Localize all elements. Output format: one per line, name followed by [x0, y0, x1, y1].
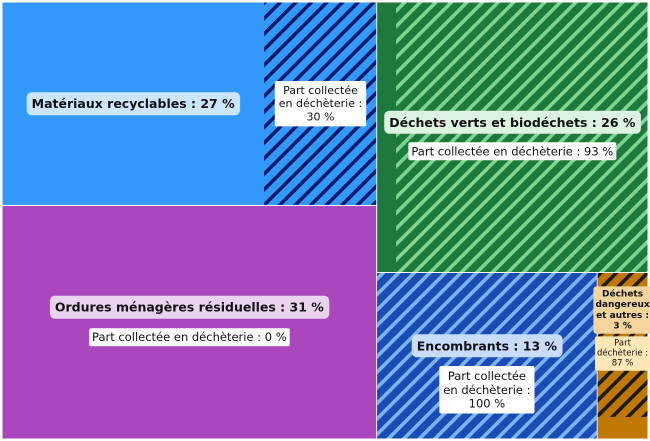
collected-label-verts: Part collectée en déchèterie : 93 % — [408, 142, 617, 161]
svg-text:Part: Part — [614, 338, 631, 348]
svg-text:Déchets: Déchets — [602, 288, 643, 299]
svg-text:Ordures ménagères résiduelles: Ordures ménagères résiduelles : 31 % — [55, 300, 324, 315]
treemap-cell-verts — [377, 2, 648, 273]
category-label-verts: Déchets verts et biodéchets : 26 % — [384, 110, 641, 134]
svg-text:100 %: 100 % — [469, 397, 506, 411]
collected-label-omr: Part collectée en déchèterie : 0 % — [89, 328, 290, 347]
svg-text:Encombrants : 13 %: Encombrants : 13 % — [417, 338, 558, 353]
svg-text:en déchèterie :: en déchèterie : — [279, 97, 362, 110]
svg-text:déchèterie :: déchèterie : — [597, 348, 648, 359]
svg-text:et autres :: et autres : — [596, 311, 649, 321]
svg-text:Matériaux recyclables : 27 %: Matériaux recyclables : 27 % — [32, 96, 235, 111]
svg-text:Part collectée: Part collectée — [283, 84, 358, 97]
svg-text:Part collectée en déchèterie :: Part collectée en déchèterie : 0 % — [92, 330, 287, 344]
cell-area-omr — [2, 205, 377, 439]
category-label-omr: Ordures ménagères résiduelles : 31 % — [49, 295, 330, 319]
svg-text:dangereux: dangereux — [595, 300, 649, 310]
svg-text:30 %: 30 % — [307, 110, 335, 123]
svg-text:87 %: 87 % — [612, 359, 634, 369]
category-label-recyclables: Matériaux recyclables : 27 % — [26, 92, 241, 116]
collected-area-verts — [396, 2, 648, 273]
category-label-encombrants: Encombrants : 13 % — [411, 334, 563, 358]
svg-text:3 %: 3 % — [613, 322, 631, 332]
treemap-cell-omr — [2, 205, 377, 439]
svg-text:Part collectée: Part collectée — [448, 369, 526, 383]
svg-text:en déchèterie :: en déchèterie : — [443, 383, 530, 397]
svg-text:Déchets verts et biodéchets :: Déchets verts et biodéchets : 26 % — [389, 115, 636, 130]
svg-text:Part collectée en déchèterie :: Part collectée en déchèterie : 93 % — [411, 144, 613, 158]
